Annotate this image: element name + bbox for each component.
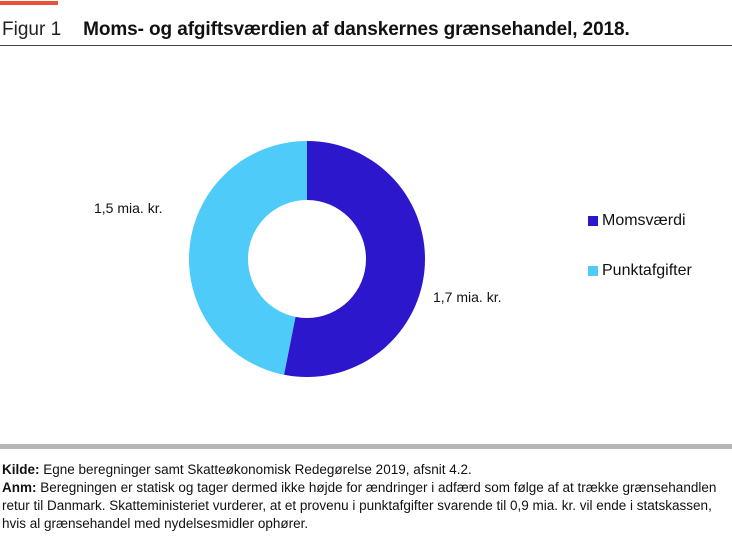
figure-label: Figur 1 [2,19,62,40]
footer-rule [0,444,732,449]
legend-label-punktafgifter: Punktafgifter [602,262,692,279]
source-text: Egne beregninger samt Skatteøkonomisk Re… [39,462,472,477]
donut-hole [248,200,366,318]
data-label-punktafgifter: 1,5 mia. kr. [94,200,163,216]
remark-note: Anm: Beregningen er statisk og tager der… [2,479,728,533]
data-label-momsvaerdi: 1,7 mia. kr. [433,289,502,305]
source-key: Kilde: [2,462,40,477]
figure-header: Figur 1 Moms- og afgiftsværdien af dansk… [2,14,730,46]
legend-swatch-punktafgifter [588,266,598,276]
legend-swatch-momsvaerdi [588,216,598,226]
donut-slice-punktafgifter [188,141,307,375]
donut-chart [188,141,425,377]
header-rule [0,45,732,46]
notes: Kilde: Egne beregninger samt Skatteøkono… [2,461,728,533]
remark-text: Beregningen er statisk og tager dermed i… [2,480,717,531]
figure-title: Moms- og afgiftsværdien af danskernes gr… [83,19,630,40]
legend: Momsværdi Punktafgifter [588,209,692,309]
accent-bar [0,1,58,5]
legend-label-momsvaerdi: Momsværdi [602,212,686,229]
source-note: Kilde: Egne beregninger samt Skatteøkono… [2,461,728,479]
legend-item-punktafgifter: Punktafgifter [588,259,692,283]
chart-area: 1,5 mia. kr. 1,7 mia. kr. Momsværdi Punk… [0,46,732,444]
remark-key: Anm: [2,480,37,495]
legend-item-momsvaerdi: Momsværdi [588,209,692,233]
